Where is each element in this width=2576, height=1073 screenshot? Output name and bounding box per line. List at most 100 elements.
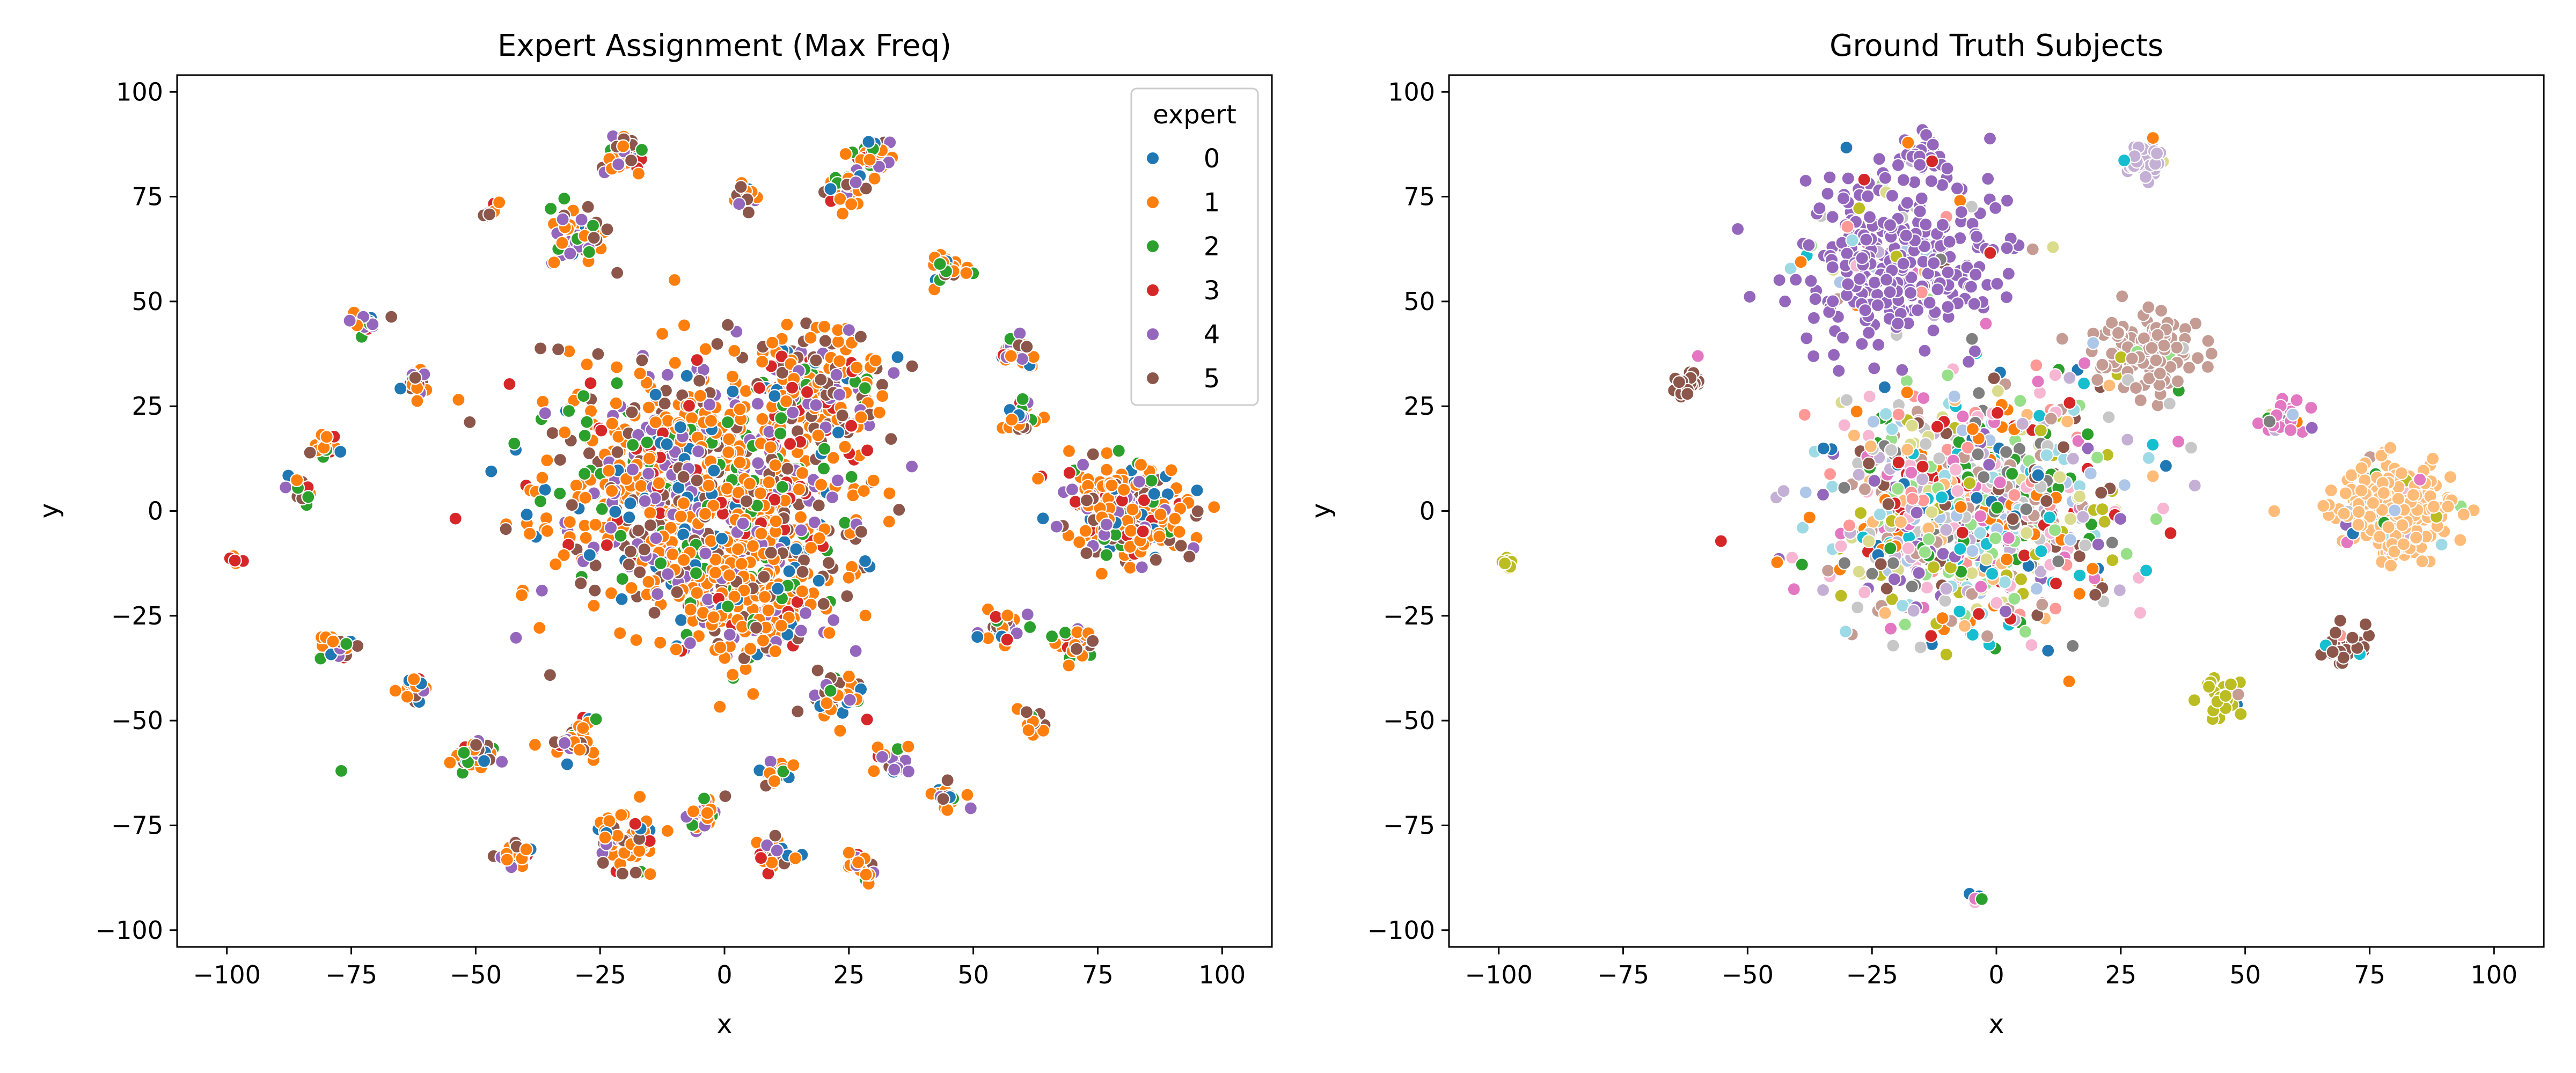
- scatter-point: [2018, 624, 2032, 639]
- scatter-point: [683, 602, 698, 617]
- scatter-point: [2333, 613, 2347, 628]
- scatter-point: [1883, 218, 1898, 232]
- scatter-point: [384, 310, 399, 324]
- scatter-point: [2163, 526, 2178, 540]
- scatter-point: [342, 313, 357, 328]
- scatter-point: [1125, 502, 1140, 517]
- legend-label: 4: [1204, 320, 1220, 350]
- scatter-point: [2154, 303, 2169, 318]
- scatter-point: [693, 388, 708, 403]
- scatter-point: [940, 773, 955, 788]
- scatter-point: [858, 608, 873, 623]
- scatter-point: [733, 455, 747, 470]
- scatter-point: [720, 318, 735, 332]
- scatter-point: [1816, 441, 1831, 455]
- scatter-point: [1983, 246, 1997, 260]
- scatter-point: [228, 553, 242, 568]
- scatter-point: [2115, 289, 2129, 304]
- legend-label: 1: [1204, 188, 1220, 218]
- scatter-point: [1065, 482, 1080, 497]
- scatter-point: [640, 435, 654, 450]
- scatter-point: [1853, 271, 1867, 286]
- scatter-point: [1935, 217, 1950, 232]
- scatter-point: [2117, 153, 2132, 168]
- scatter-point: [1795, 557, 1809, 572]
- scatter-point: [1898, 617, 1912, 632]
- scatter-point: [580, 357, 594, 372]
- scatter-point: [2066, 451, 2080, 466]
- scatter-point: [2286, 407, 2300, 422]
- scatter-point: [1990, 501, 2004, 515]
- scatter-point: [1019, 705, 1034, 719]
- scatter-point: [1905, 418, 1919, 433]
- scatter-point: [610, 445, 625, 459]
- scatter-point: [632, 843, 647, 858]
- scatter-point: [650, 587, 665, 601]
- scatter-point: [756, 633, 771, 648]
- scatter-point: [578, 490, 592, 505]
- scatter-point: [844, 197, 859, 211]
- scatter-point: [2000, 552, 2014, 567]
- scatter-point: [2033, 423, 2048, 438]
- scatter-point: [2006, 512, 2020, 526]
- scatter-point: [2394, 466, 2409, 481]
- scatter-point: [598, 831, 612, 845]
- scatter-point: [708, 552, 723, 567]
- scatter-point: [2413, 472, 2427, 487]
- scatter-point: [1972, 607, 1986, 621]
- scatter-point: [2324, 483, 2338, 498]
- scatter-point: [1957, 619, 1972, 633]
- scatter-point: [631, 523, 646, 538]
- scatter-point: [624, 580, 639, 596]
- scatter-point: [2139, 563, 2154, 578]
- scatter-point: [1837, 480, 1851, 495]
- scatter-point: [548, 557, 563, 572]
- scatter-point: [826, 613, 841, 628]
- scatter-point: [2434, 537, 2449, 552]
- scatter-point: [621, 557, 636, 572]
- scatter-point: [1883, 541, 1898, 556]
- scatter-point: [1935, 611, 1950, 626]
- scatter-point: [1901, 541, 1915, 556]
- scatter-point: [859, 181, 873, 196]
- chart-title: Expert Assignment (Max Freq): [497, 28, 952, 63]
- scatter-point: [1953, 541, 1967, 556]
- scatter-point: [2007, 488, 2022, 502]
- scatter-point: [2406, 488, 2420, 502]
- scatter-point: [2184, 440, 2198, 455]
- scatter-point: [1967, 297, 1981, 311]
- scatter-point: [522, 526, 537, 541]
- scatter-point: [1947, 389, 1962, 404]
- scatter-point: [706, 610, 721, 624]
- scatter-point: [1816, 487, 1831, 502]
- scatter-point: [1827, 348, 1841, 362]
- scatter-point: [1174, 538, 1188, 553]
- scatter-point: [2077, 356, 2092, 371]
- scatter-point: [2396, 537, 2411, 552]
- scatter-point: [2289, 393, 2304, 408]
- scatter-point: [1778, 294, 1792, 308]
- x-tick-label: −75: [325, 960, 377, 989]
- scatter-point: [583, 376, 598, 391]
- x-tick-label: 50: [2229, 960, 2261, 989]
- scatter-point: [1999, 445, 2014, 459]
- scatter-point: [1891, 481, 1905, 496]
- scatter-point: [1847, 428, 1861, 443]
- scatter-point: [1901, 135, 1915, 150]
- scatter-point: [2029, 358, 2044, 373]
- scatter-point: [835, 207, 850, 221]
- scatter-point: [698, 506, 713, 521]
- scatter-point: [668, 356, 682, 370]
- scatter-point: [708, 565, 723, 580]
- scatter-point: [707, 464, 721, 478]
- scatter-point: [2201, 334, 2215, 348]
- scatter-point: [2125, 351, 2139, 366]
- scatter-point: [1913, 158, 1927, 172]
- scatter-point: [1935, 490, 1949, 505]
- scatter-point: [2415, 554, 2429, 569]
- scatter-point: [2304, 421, 2319, 435]
- scatter-point: [604, 586, 619, 600]
- scatter-point: [970, 630, 985, 644]
- scatter-point: [1207, 500, 1221, 515]
- scatter-point: [774, 619, 789, 633]
